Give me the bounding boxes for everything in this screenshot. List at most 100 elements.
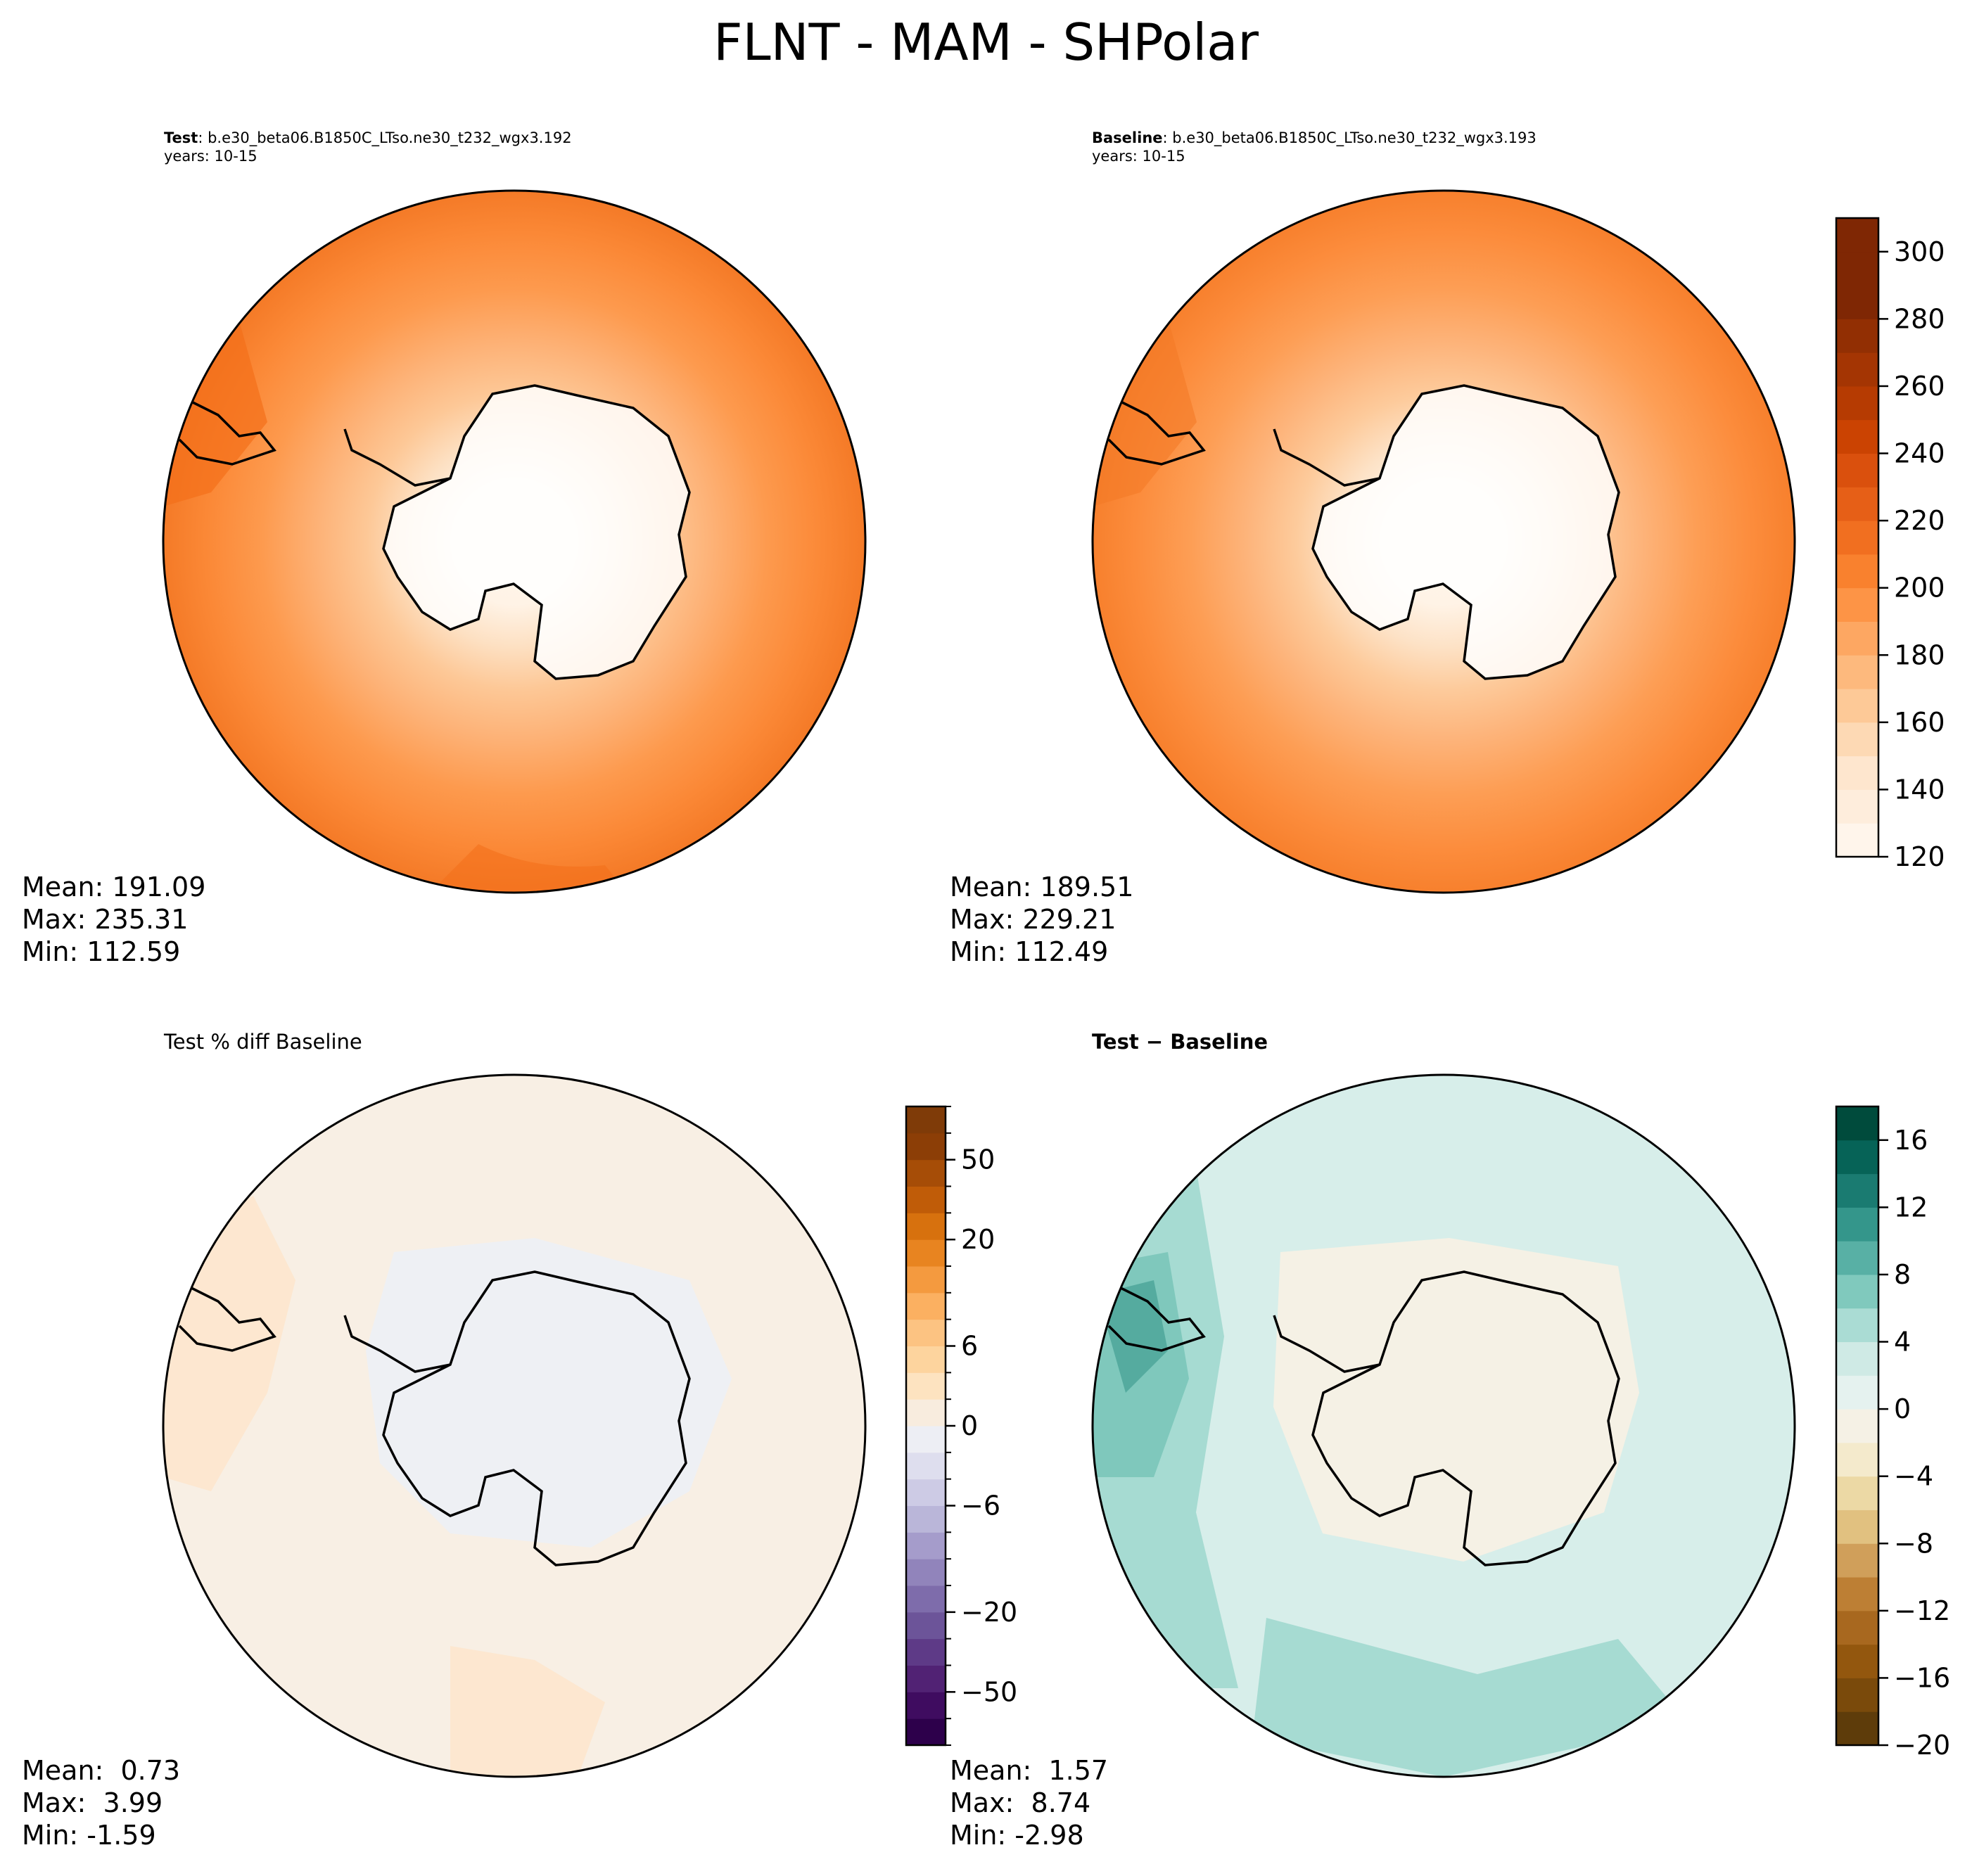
flnt-colorbar-tick-label: 180 [1894,639,1945,670]
flnt-colorbar-tick-label: 160 [1894,707,1945,738]
diff-colorbar-segment [1836,1375,1878,1410]
stat-min: Min: 112.59 [22,936,181,967]
pctdiff-colorbar-segment [906,1426,946,1453]
pctdiff-colorbar-segment [906,1638,946,1666]
flnt-colorbar-tick-label: 280 [1894,303,1945,334]
pctdiff-colorbar-segment [906,1132,946,1161]
pctdiff-colorbar-segment [906,1239,946,1267]
flnt-colorbar-segment [1836,319,1878,353]
pctdiff-colorbar-segment [906,1532,946,1559]
pctdiff-colorbar-tick-label: −50 [961,1676,1017,1707]
pctdiff-colorbar-segment [906,1718,946,1746]
diff-colorbar-segment [1836,1543,1878,1578]
antarctica-baseline [1313,385,1619,679]
pctdiff-colorbar-segment [906,1346,946,1373]
diff-colorbar-segment [1836,1678,1878,1712]
stat-max: Max: 229.21 [950,904,1117,935]
pctdiff-colorbar-tick-label: 20 [961,1224,995,1255]
flnt-colorbar-tick-label: 140 [1894,774,1945,805]
pctdiff-colorbar-segment [906,1372,946,1400]
pctdiff-colorbar-segment [906,1266,946,1294]
panel-years: years: 10-15 [1092,148,1185,165]
map-pctdiff [162,1073,867,1778]
colorbar-diff: −20 −16 −12 −8 −4 0 4 8 12 16 [1835,1105,1950,1761]
flnt-colorbar-segment [1836,554,1878,589]
flnt-colorbar-segment [1836,453,1878,487]
stats-baseline: Mean: 189.51 Max: 229.21 Min: 112.49 [950,871,1133,968]
flnt-colorbar-tick-label: 220 [1894,505,1945,536]
flnt-colorbar-segment [1836,285,1878,319]
pctdiff-colorbar-segment [906,1612,946,1640]
flnt-colorbar-segment [1836,621,1878,656]
flnt-colorbar-tick-label: 300 [1894,236,1945,267]
diff-colorbar-segment [1836,1577,1878,1612]
diff-colorbar-segment [1836,1442,1878,1477]
diff-colorbar-tick-label: 8 [1894,1259,1911,1290]
flnt-colorbar-segment [1836,419,1878,454]
pctdiff-colorbar-segment [906,1213,946,1240]
diff-colorbar-segment [1836,1308,1878,1343]
pctdiff-colorbar-segment [906,1159,946,1187]
panel-label-bold: Test − Baseline [1092,1030,1268,1054]
diff-colorbar-segment [1836,1510,1878,1544]
flnt-colorbar-segment [1836,722,1878,757]
diff-colorbar-frame [1835,1105,1880,1747]
stat-max: Max: 3.99 [22,1787,163,1818]
pctdiff-colorbar-segment [906,1505,946,1533]
colorbar-pctdiff: −50 −20 −6 0 6 20 50 [905,1105,1017,1747]
diff-colorbar-segment [1836,1341,1878,1376]
flnt-colorbar-segment [1836,789,1878,824]
diff-colorbar-tick-label: −8 [1894,1528,1933,1559]
pctdiff-colorbar-tick-label: 50 [961,1144,995,1175]
diff-colorbar-segment [1836,1106,1878,1141]
diff-colorbar-tick-label: −4 [1894,1461,1933,1492]
stat-min: Min: -1.59 [22,1820,156,1851]
pctdiff-colorbar-segment [906,1399,946,1427]
panel-title-baseline: Baseline: b.e30_beta06.B1850C_LTso.ne30_… [1092,129,1537,165]
panel-years: years: 10-15 [164,148,257,165]
diff-colorbar-tick-label: 12 [1894,1192,1928,1223]
stat-max: Max: 8.74 [950,1787,1091,1818]
stat-mean: Mean: 0.73 [22,1755,181,1786]
pctdiff-colorbar-segment [906,1585,946,1613]
panel-label-bold: Test [164,129,198,146]
map-test [162,189,867,894]
panel-label-case: : b.e30_beta06.B1850C_LTso.ne30_t232_wgx… [1162,129,1537,146]
pctdiff-colorbar-segment [906,1292,946,1320]
pctdiff-colorbar-segment [906,1559,946,1586]
pctdiff-colorbar-segment [906,1692,946,1719]
diff-colorbar-tick-label: −20 [1894,1730,1950,1761]
figure-title: FLNT - MAM - SHPolar [713,13,1259,72]
diff-colorbar-tick-label: −12 [1894,1595,1950,1626]
flnt-colorbar-segment [1836,689,1878,723]
diff-colorbar-segment [1836,1173,1878,1208]
flnt-colorbar-segment [1836,655,1878,689]
flnt-colorbar-segment [1836,587,1878,622]
diff-colorbar-tick-label: −16 [1894,1662,1950,1693]
flnt-colorbar-frame [1835,217,1880,858]
stat-max: Max: 235.31 [22,904,189,935]
antarctica-test [383,385,689,679]
stat-min: Min: -2.98 [950,1820,1084,1851]
diff-colorbar-segment [1836,1140,1878,1175]
flnt-colorbar-segment [1836,755,1878,790]
panel-title-pctdiff: Test % diff Baseline [164,1030,362,1054]
stats-diff: Mean: 1.57 Max: 8.74 Min: -2.98 [950,1754,1108,1851]
pctdiff-colorbar-segment [906,1479,946,1506]
flnt-colorbar-segment [1836,385,1878,421]
panel-label-case: : b.e30_beta06.B1850C_LTso.ne30_t232_wgx… [198,129,572,146]
diff-colorbar-segment [1836,1610,1878,1645]
stat-mean: Mean: 189.51 [950,872,1134,902]
diff-colorbar-tick-label: 4 [1894,1327,1911,1358]
map-baseline [1091,189,1796,894]
stats-test: Mean: 191.09 Max: 235.31 Min: 112.59 [22,871,205,968]
flnt-colorbar-tick-label: 240 [1894,438,1945,469]
flnt-colorbar-segment [1836,218,1878,253]
flnt-colorbar-segment [1836,823,1878,857]
diff-colorbar-tick-label: 16 [1894,1125,1928,1156]
pctdiff-colorbar-segment [906,1665,946,1692]
pctdiff-colorbar-segment [906,1186,946,1213]
pctdiff-colorbar-segment [906,1452,946,1480]
flnt-colorbar-segment [1836,352,1878,387]
